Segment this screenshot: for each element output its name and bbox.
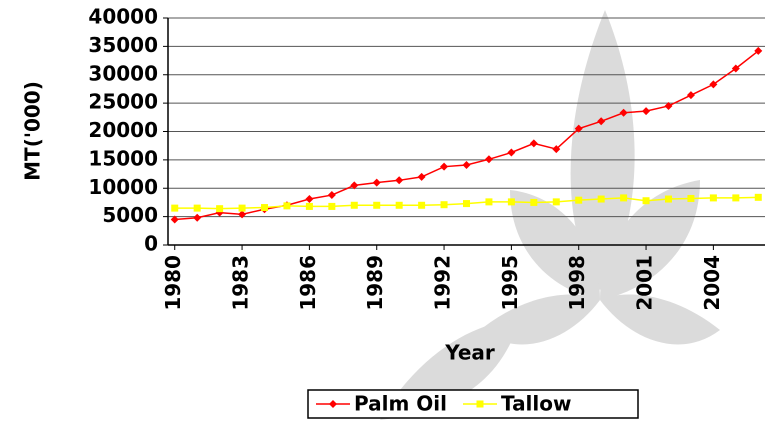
point [755,194,762,201]
x-tick-label: 1992 [431,255,455,311]
point [171,205,178,212]
point [418,202,425,209]
point [507,148,515,156]
legend-label: Palm Oil [354,392,447,416]
point [643,197,650,204]
x-tick-label: 1998 [565,255,589,311]
point [485,155,493,163]
point [463,161,471,169]
point [530,199,537,206]
chart: MT('000) Year 0 5000 10000 15000 20000 25000 3… [0,0,771,420]
x-tick-label: 2001 [633,255,657,311]
point [530,139,538,147]
point [575,197,582,204]
y-tick-label: 35000 [88,33,158,57]
point [463,200,470,207]
point [665,196,672,203]
y-tick-label: 5000 [102,203,158,227]
y-tick-label: 0 [144,232,158,256]
point [216,205,223,212]
y-tick-label: 30000 [88,61,158,85]
point [440,163,448,171]
point [261,204,268,211]
legend-marker [477,401,484,408]
y-tick-label: 25000 [88,90,158,114]
y-axis-label: MT('000) [21,81,45,181]
x-tick-label: 2004 [700,255,724,311]
point [598,196,605,203]
point [620,194,627,201]
point [710,194,717,201]
point [687,91,695,99]
legend: Palm Oil Tallow [316,392,572,416]
legend-label: Tallow [501,392,572,416]
point [283,202,290,209]
point [642,107,650,115]
x-tick-label: 1983 [229,255,253,311]
point [328,203,335,210]
x-tick-label: 1980 [161,255,185,311]
point [687,195,694,202]
point [351,202,358,209]
point [239,205,246,212]
y-tick-label: 40000 [88,5,158,29]
point [508,198,515,205]
point [373,202,380,209]
x-tick-label: 1995 [498,255,522,311]
y-tick-label: 20000 [88,118,158,142]
point [418,173,426,181]
point [395,176,403,184]
watermark [380,10,720,420]
y-tick-label: 10000 [88,175,158,199]
point [485,198,492,205]
x-tick-label: 1989 [363,255,387,311]
point [553,198,560,205]
point [305,195,313,203]
point [373,179,381,187]
point [194,205,201,212]
point [396,202,403,209]
y-tick-label: 15000 [88,146,158,170]
point [328,191,336,199]
point [441,201,448,208]
point [193,214,201,222]
point [306,203,313,210]
x-axis-label: Year [444,341,495,365]
point [732,194,739,201]
x-tick-label: 1986 [296,255,320,311]
